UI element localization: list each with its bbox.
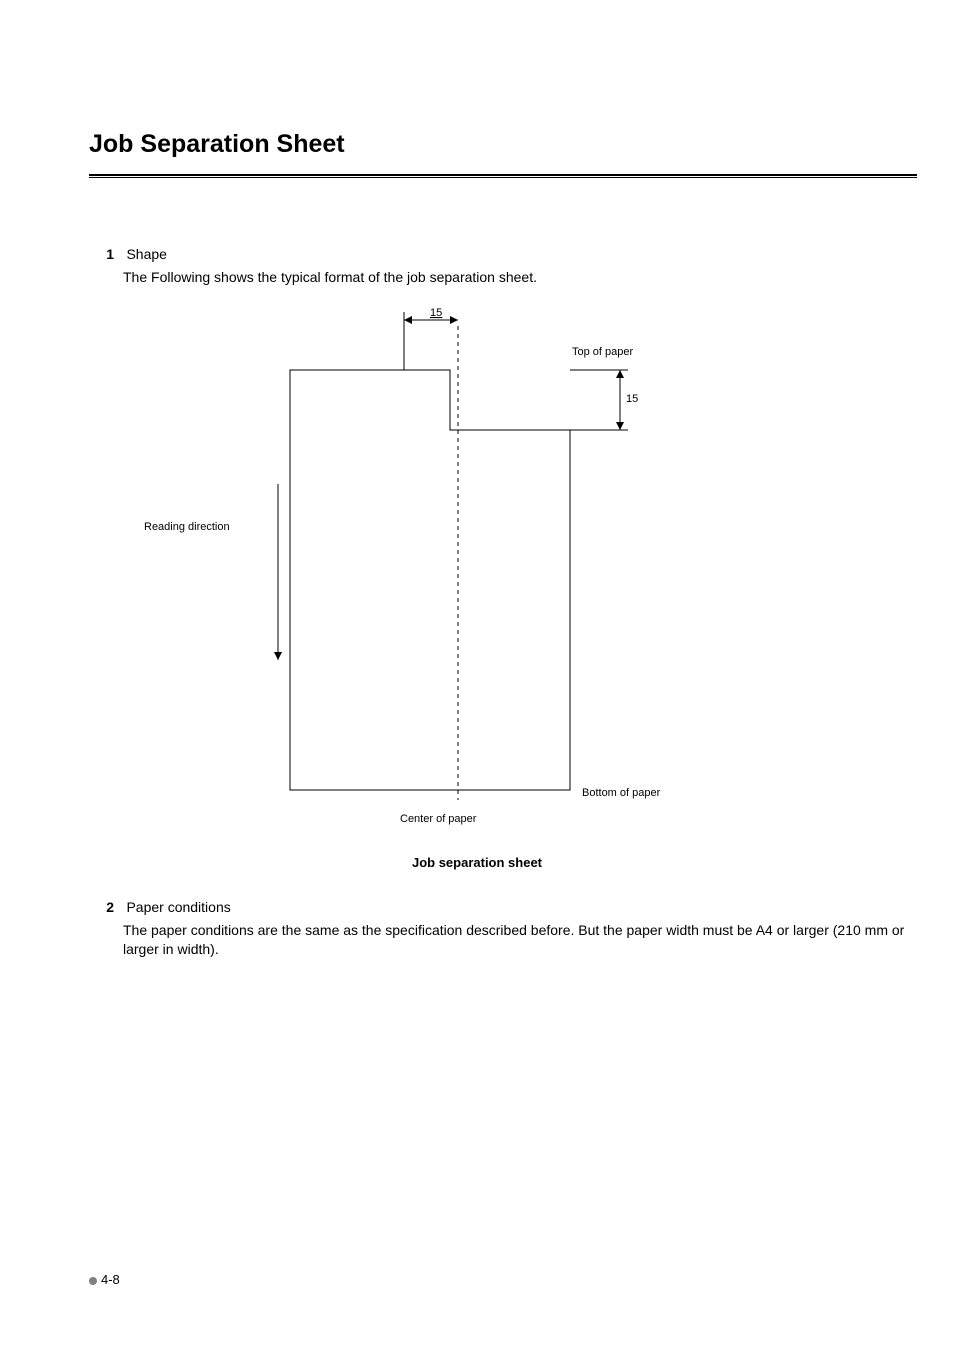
- section-paper-conditions: 2 Paper conditions The paper conditions …: [89, 899, 909, 959]
- page-number-text: 4-8: [101, 1272, 120, 1287]
- section-2-text: The paper conditions are the same as the…: [123, 921, 909, 959]
- svg-text:Reading direction: Reading direction: [144, 521, 230, 533]
- svg-text:15: 15: [626, 393, 638, 405]
- section-2-number: 2: [89, 899, 114, 915]
- svg-text:Bottom of paper: Bottom of paper: [582, 787, 661, 799]
- diagram-caption: Job separation sheet: [0, 855, 954, 870]
- svg-text:Top of paper: Top of paper: [572, 346, 633, 358]
- job-separation-diagram: Reading direction Top of paper Bottom of p…: [0, 0, 954, 900]
- bullet-icon: [89, 1277, 97, 1285]
- page-number: 4-8: [89, 1272, 120, 1287]
- svg-text:15: 15: [430, 307, 442, 319]
- svg-text:Center of paper: Center of paper: [400, 813, 477, 825]
- section-2-label: Paper conditions: [126, 899, 230, 915]
